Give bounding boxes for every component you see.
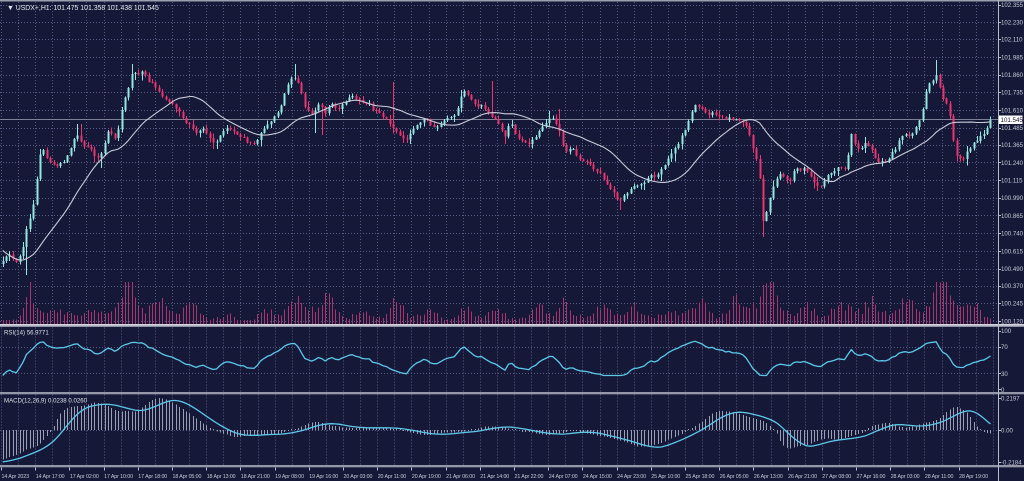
svg-text:25 Apr 18:00: 25 Apr 18:00 (686, 474, 715, 480)
svg-text:100.370: 100.370 (1001, 283, 1024, 290)
svg-text:26 Apr 13:00: 26 Apr 13:00 (754, 474, 783, 480)
svg-text:MACD(12,26,9) 0.0238 0.0260: MACD(12,26,9) 0.0238 0.0260 (4, 398, 88, 405)
svg-text:▼ USDX+,H1: 101.475 101.358 10: ▼ USDX+,H1: 101.475 101.358 101.438 101.… (7, 5, 159, 12)
svg-text:28 Apr 11:00: 28 Apr 11:00 (925, 474, 954, 480)
svg-text:24 Apr 23:00: 24 Apr 23:00 (617, 474, 646, 480)
svg-text:100.990: 100.990 (1001, 195, 1024, 202)
svg-text:26 Apr 05:00: 26 Apr 05:00 (720, 474, 749, 480)
svg-text:24 Apr 07:00: 24 Apr 07:00 (549, 474, 578, 480)
svg-text:21 Apr 22:00: 21 Apr 22:00 (515, 474, 544, 480)
svg-text:100.865: 100.865 (1001, 213, 1024, 220)
svg-text:27 Apr 16:00: 27 Apr 16:00 (857, 474, 886, 480)
svg-text:70: 70 (1001, 344, 1008, 351)
svg-text:17 Apr 10:00: 17 Apr 10:00 (104, 474, 133, 480)
svg-text:101.735: 101.735 (1001, 90, 1024, 97)
svg-text:100.245: 100.245 (1001, 301, 1024, 308)
svg-text:21 Apr 06:00: 21 Apr 06:00 (446, 474, 475, 480)
svg-text:0.00: 0.00 (1001, 427, 1013, 434)
svg-text:14 Apr 17:00: 14 Apr 17:00 (36, 474, 65, 480)
svg-text:100.490: 100.490 (1001, 266, 1024, 273)
svg-text:17 Apr 02:00: 17 Apr 02:00 (70, 474, 99, 480)
svg-text:25 Apr 10:00: 25 Apr 10:00 (651, 474, 680, 480)
svg-text:27 Apr 08:00: 27 Apr 08:00 (822, 474, 851, 480)
svg-text:101.985: 101.985 (1001, 54, 1024, 61)
svg-text:101.860: 101.860 (1001, 72, 1024, 79)
svg-text:100.120: 100.120 (1001, 318, 1024, 325)
svg-text:19 Apr 08:00: 19 Apr 08:00 (275, 474, 304, 480)
svg-text:0.2197: 0.2197 (1001, 395, 1020, 402)
svg-text:19 Apr 16:00: 19 Apr 16:00 (309, 474, 338, 480)
svg-text:101.610: 101.610 (1001, 107, 1024, 114)
svg-text:21 Apr 14:00: 21 Apr 14:00 (480, 474, 509, 480)
svg-text:101.365: 101.365 (1001, 142, 1024, 149)
svg-text:18 Apr 13:00: 18 Apr 13:00 (207, 474, 236, 480)
svg-text:102.230: 102.230 (1001, 20, 1024, 27)
svg-text:20 Apr 11:00: 20 Apr 11:00 (378, 474, 407, 480)
svg-text:100: 100 (1001, 328, 1012, 335)
svg-text:100.740: 100.740 (1001, 231, 1024, 238)
svg-text:101.240: 101.240 (1001, 160, 1024, 167)
svg-text:18 Apr 21:00: 18 Apr 21:00 (241, 474, 270, 480)
svg-text:14 Apr 2023: 14 Apr 2023 (2, 474, 30, 480)
svg-text:0: 0 (1001, 387, 1005, 394)
svg-text:RSI(14) 56.9771: RSI(14) 56.9771 (4, 330, 49, 337)
svg-text:18 Apr 05:00: 18 Apr 05:00 (173, 474, 202, 480)
svg-text:28 Apr 03:00: 28 Apr 03:00 (891, 474, 920, 480)
svg-text:101.485: 101.485 (1001, 125, 1024, 132)
svg-text:102.355: 102.355 (1001, 2, 1024, 9)
svg-text:30: 30 (1001, 371, 1008, 378)
svg-text:26 Apr 21:00: 26 Apr 21:00 (788, 474, 817, 480)
svg-text:20 Apr 03:00: 20 Apr 03:00 (344, 474, 373, 480)
svg-text:24 Apr 15:00: 24 Apr 15:00 (583, 474, 612, 480)
svg-text:101.545: 101.545 (1001, 117, 1024, 124)
svg-text:100.615: 100.615 (1001, 248, 1024, 255)
svg-text:28 Apr 19:00: 28 Apr 19:00 (959, 474, 988, 480)
svg-text:102.110: 102.110 (1001, 37, 1023, 44)
svg-text:101.115: 101.115 (1001, 178, 1023, 185)
svg-text:17 Apr 18:00: 17 Apr 18:00 (138, 474, 167, 480)
svg-text:20 Apr 19:00: 20 Apr 19:00 (412, 474, 441, 480)
svg-text:-0.2184: -0.2184 (1001, 459, 1022, 466)
